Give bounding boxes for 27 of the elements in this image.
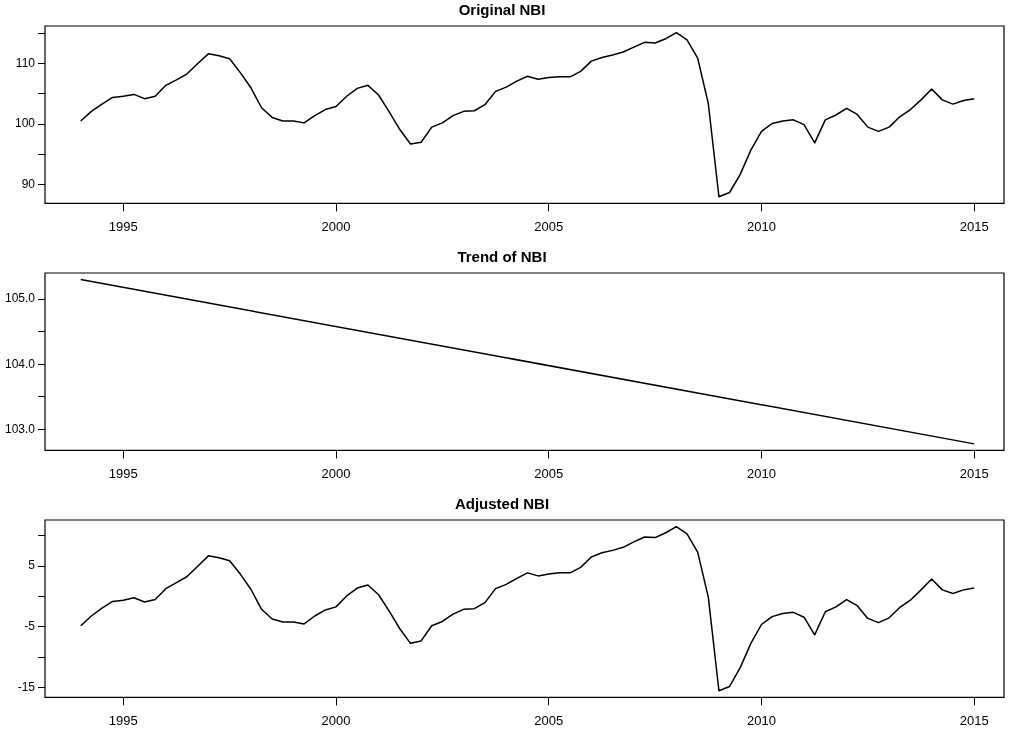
x-tick-label: 2015	[959, 218, 989, 234]
x-tick-label: 2005	[534, 218, 564, 234]
y-tick-label: 90	[21, 176, 36, 191]
y-tick-label: 103.0	[4, 421, 36, 436]
x-tick-label: 2000	[321, 712, 351, 728]
x-tick-label: 1995	[108, 712, 138, 728]
x-tick-label: 1995	[108, 465, 138, 481]
x-tick-label: 2010	[747, 712, 776, 728]
x-tick-label: 2005	[534, 712, 564, 728]
y-tick-label: 110	[15, 55, 36, 70]
y-tick-label: 105.0	[4, 291, 36, 306]
chart-title: Original NBI	[458, 1, 546, 19]
chart-title: Trend of NBI	[457, 248, 547, 266]
x-tick-label: 2015	[959, 712, 989, 728]
y-tick-label: 104.0	[4, 356, 36, 371]
x-tick-label: 1995	[108, 218, 138, 234]
y-tick-label: 5	[28, 558, 36, 573]
x-tick-label: 2000	[321, 465, 351, 481]
y-tick-label: 100	[14, 116, 36, 131]
x-tick-label: 2010	[747, 218, 776, 234]
y-tick-label: -15	[17, 679, 36, 694]
x-tick-label: 2015	[959, 465, 989, 481]
y-tick-label: -5	[24, 619, 36, 634]
x-tick-label: 2005	[534, 465, 564, 481]
x-tick-label: 2010	[747, 465, 776, 481]
chart-title: Adjusted NBI	[454, 495, 550, 513]
x-tick-label: 2000	[321, 218, 351, 234]
